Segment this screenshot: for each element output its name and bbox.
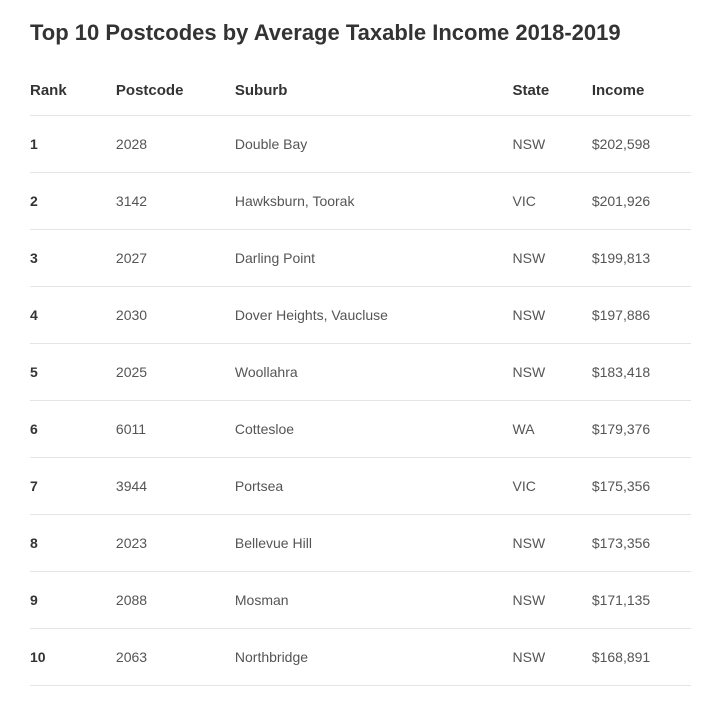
cell-state: NSW	[513, 629, 592, 686]
page-title: Top 10 Postcodes by Average Taxable Inco…	[30, 20, 691, 46]
cell-state: NSW	[513, 116, 592, 173]
cell-rank: 4	[30, 287, 116, 344]
cell-rank: 2	[30, 173, 116, 230]
cell-income: $183,418	[592, 344, 691, 401]
cell-state: NSW	[513, 230, 592, 287]
cell-postcode: 3944	[116, 458, 235, 515]
table-row: 9 2088 Mosman NSW $171,135	[30, 572, 691, 629]
cell-suburb: Cottesloe	[235, 401, 513, 458]
table-row: 7 3944 Portsea VIC $175,356	[30, 458, 691, 515]
cell-state: NSW	[513, 344, 592, 401]
table-row: 1 2028 Double Bay NSW $202,598	[30, 116, 691, 173]
table-row: 6 6011 Cottesloe WA $179,376	[30, 401, 691, 458]
cell-state: NSW	[513, 287, 592, 344]
cell-suburb: Portsea	[235, 458, 513, 515]
cell-postcode: 2088	[116, 572, 235, 629]
cell-income: $179,376	[592, 401, 691, 458]
table-row: 10 2063 Northbridge NSW $168,891	[30, 629, 691, 686]
cell-postcode: 2030	[116, 287, 235, 344]
cell-postcode: 2027	[116, 230, 235, 287]
column-header-state: State	[513, 70, 592, 116]
table-row: 8 2023 Bellevue Hill NSW $173,356	[30, 515, 691, 572]
cell-postcode: 2023	[116, 515, 235, 572]
cell-income: $201,926	[592, 173, 691, 230]
cell-suburb: Darling Point	[235, 230, 513, 287]
cell-rank: 8	[30, 515, 116, 572]
cell-income: $173,356	[592, 515, 691, 572]
table-header-row: Rank Postcode Suburb State Income	[30, 70, 691, 116]
table-row: 5 2025 Woollahra NSW $183,418	[30, 344, 691, 401]
cell-rank: 9	[30, 572, 116, 629]
table-body: 1 2028 Double Bay NSW $202,598 2 3142 Ha…	[30, 116, 691, 686]
column-header-rank: Rank	[30, 70, 116, 116]
cell-postcode: 6011	[116, 401, 235, 458]
cell-suburb: Bellevue Hill	[235, 515, 513, 572]
cell-postcode: 2063	[116, 629, 235, 686]
cell-suburb: Woollahra	[235, 344, 513, 401]
cell-postcode: 2028	[116, 116, 235, 173]
column-header-suburb: Suburb	[235, 70, 513, 116]
cell-rank: 6	[30, 401, 116, 458]
cell-suburb: Mosman	[235, 572, 513, 629]
income-table: Rank Postcode Suburb State Income 1 2028…	[30, 70, 691, 686]
column-header-postcode: Postcode	[116, 70, 235, 116]
cell-income: $168,891	[592, 629, 691, 686]
cell-state: NSW	[513, 572, 592, 629]
cell-rank: 1	[30, 116, 116, 173]
cell-state: NSW	[513, 515, 592, 572]
cell-income: $175,356	[592, 458, 691, 515]
cell-rank: 7	[30, 458, 116, 515]
cell-suburb: Dover Heights, Vaucluse	[235, 287, 513, 344]
cell-rank: 3	[30, 230, 116, 287]
cell-income: $197,886	[592, 287, 691, 344]
cell-suburb: Hawksburn, Toorak	[235, 173, 513, 230]
cell-state: VIC	[513, 458, 592, 515]
table-row: 2 3142 Hawksburn, Toorak VIC $201,926	[30, 173, 691, 230]
cell-state: WA	[513, 401, 592, 458]
cell-suburb: Double Bay	[235, 116, 513, 173]
cell-rank: 5	[30, 344, 116, 401]
cell-postcode: 3142	[116, 173, 235, 230]
cell-income: $171,135	[592, 572, 691, 629]
table-row: 4 2030 Dover Heights, Vaucluse NSW $197,…	[30, 287, 691, 344]
cell-rank: 10	[30, 629, 116, 686]
cell-state: VIC	[513, 173, 592, 230]
cell-income: $199,813	[592, 230, 691, 287]
cell-income: $202,598	[592, 116, 691, 173]
column-header-income: Income	[592, 70, 691, 116]
table-row: 3 2027 Darling Point NSW $199,813	[30, 230, 691, 287]
cell-suburb: Northbridge	[235, 629, 513, 686]
cell-postcode: 2025	[116, 344, 235, 401]
